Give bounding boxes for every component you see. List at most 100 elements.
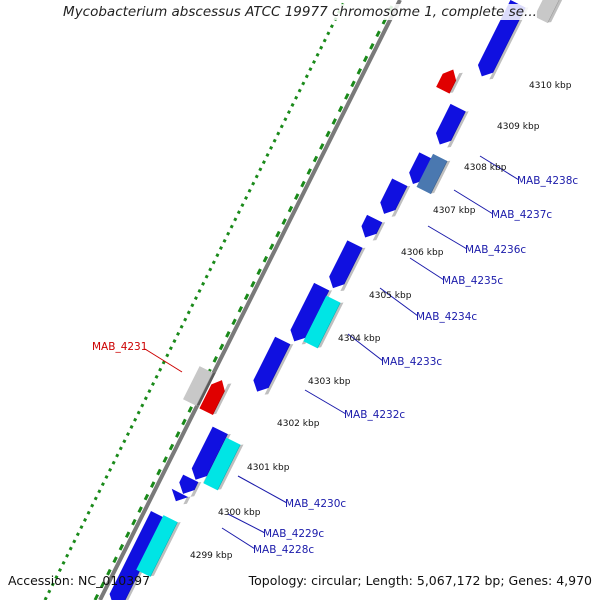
gene-label[interactable]: MAB_4232c [344,409,405,421]
leader-line [479,155,520,181]
gene-mab-4232c[interactable] [253,336,291,392]
ring-dot [183,317,188,322]
gene-mab-4232c-shadow [264,344,294,395]
gene-mab-4234c[interactable] [290,282,330,342]
leader-line [227,513,266,534]
ring-dot [124,531,131,539]
gene-mab-4231-red[interactable] [199,380,225,415]
ring-dot [218,343,225,351]
ring-dot [240,203,245,208]
ring-dot [294,193,300,200]
forward-strand-genes [183,0,563,415]
gene-mab-4230c-cyan[interactable] [203,437,241,491]
leader-line [409,257,445,281]
gene-block[interactable] [435,103,466,145]
gene-labels: MAB_4228c MAB_4229c MAB_4230c MAB_4232c MAB_… [92,175,578,556]
tick-label: 4303 kbp [308,377,351,387]
gene-mab-4235c[interactable] [329,240,363,289]
gene-label[interactable]: MAB_4229c [263,528,324,540]
ring-dot [250,280,256,288]
ring-dot [306,168,312,175]
kbp-tick-labels: 4299 kbp 4300 kbp 4301 kbp 4302 kbp 4303 kbp… [190,81,572,561]
ring-dot [211,260,216,265]
ring-dot [156,468,162,476]
ring-dot [244,195,249,200]
ring-dot [176,331,181,336]
ring-dot [108,467,113,472]
ring-dot [268,243,275,251]
ring-dot [99,581,106,589]
gene-mab-4229c[interactable] [179,474,199,494]
tick-label: 4308 kbp [464,163,507,173]
ring-dot [83,517,88,522]
gene-mab-4228c-cyan[interactable] [136,515,178,577]
gene-block[interactable] [171,488,189,502]
accession-text: Accession: NC_010397 [8,573,151,588]
ring-dot [100,482,105,487]
gene-red-top[interactable] [436,69,457,94]
gene-label[interactable]: MAB_4231 [92,341,147,353]
ring-dot [93,593,100,601]
gene-label[interactable]: MAB_4234c [416,311,477,323]
ring-dot [158,367,163,372]
ring-dot [301,81,306,86]
gene-mab-4238c-track-shadow [489,7,529,80]
gene-grey-top[interactable] [534,0,561,24]
leader-line [237,475,288,504]
ring-dot [233,217,238,222]
gene-mab-4230c[interactable] [191,426,228,480]
ring-dot [133,417,138,422]
tick-label: 4305 kbp [369,291,412,301]
ring-dot [311,59,317,65]
ring-dot [122,439,127,444]
gene-label[interactable]: MAB_4236c [465,244,526,256]
ring-dot [136,410,141,415]
gene-label[interactable]: MAB_4230c [285,498,346,510]
ring-dot [337,105,344,113]
ring-dot [181,418,187,426]
ring-dot [97,489,102,494]
inner-dotted-ring [43,2,345,601]
ring-dot [75,532,80,537]
leader-line [304,389,347,415]
gene-label[interactable]: MAB_4233c [381,356,442,368]
tick-label: 4307 kbp [433,206,476,216]
ring-dot [236,210,241,215]
ring-dot [143,396,148,401]
reverse-strand-genes [109,0,529,605]
ring-dot [231,318,237,326]
gene-mab-4236c[interactable] [361,214,383,238]
ring-dot [275,230,281,238]
ring-dot [254,174,259,179]
gene-mab-4233c[interactable] [303,295,341,349]
gene-block-shadow [447,111,469,148]
ring-dot [115,453,120,458]
ring-dot [79,525,84,530]
gene-label[interactable]: MAB_4238c [517,175,578,187]
ring-dot [326,31,331,36]
ring-dot [237,305,244,313]
topology-summary: Topology: circular; Length: 5,067,172 bp… [248,573,592,588]
ring-dot [262,255,269,263]
gene-mab-4237c-steel[interactable] [416,153,448,195]
gene-label[interactable]: MAB_4237c [491,209,552,221]
gene-mab-4231-red-shadow [212,383,232,415]
gene-mab-4231[interactable] [183,366,213,406]
ring-dot [150,481,156,488]
gene-label[interactable]: MAB_4228c [253,544,314,556]
ring-dot [125,432,130,437]
gene-mab-4237c[interactable] [380,178,408,214]
ring-dot [304,74,309,79]
ring-dot [319,143,325,150]
tick-label: 4310 kbp [529,81,572,91]
ring-dot [193,296,198,301]
ring-dot [261,160,266,165]
ring-dot [325,130,331,138]
ring-dot [68,546,73,551]
gene-label[interactable]: MAB_4235c [442,275,503,287]
ring-dot [369,42,375,50]
ring-dot [197,288,202,293]
gene-mab-4230c-cyan-shadow [217,444,244,490]
ring-dot [187,406,193,413]
